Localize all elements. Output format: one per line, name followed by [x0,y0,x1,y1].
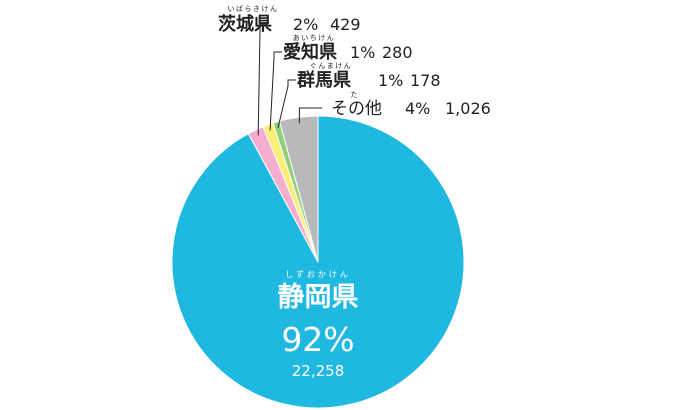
ibaraki-reading: いばらきけん [228,4,279,13]
gunma-value: 178 [410,71,441,90]
ibaraki-value: 429 [330,15,361,34]
aichi-reading: あいちけん [293,34,336,42]
aichi-value: 280 [382,43,413,62]
aichi-label: 愛知県 [283,41,337,63]
other-label: その他 [331,99,382,119]
leader-line-gunma [277,79,296,128]
aichi-percent: 1% [350,43,375,62]
other-percent: 4% [405,99,430,118]
gunma-reading: ぐんまけん [310,62,353,70]
leader-line-ibaraki [257,23,268,136]
leader-line-aichi [269,51,282,131]
shizuoka-label: 静岡県 [278,282,359,313]
other-value: 1,026 [445,99,491,118]
leader-line-other [298,107,322,124]
gunma-percent: 1% [378,71,403,90]
other-reading: た [351,91,358,99]
shizuoka-reading: しずおかけん [285,269,351,279]
leader-lines [257,23,322,136]
shizuoka-value: 22,258 [292,362,345,380]
shizuoka-percent: 92% [281,320,354,359]
gunma-label: 群馬県 [297,69,351,91]
pie-slices [171,115,465,409]
ibaraki-percent: 2% [293,15,318,34]
ibaraki-label: 茨城県 [218,13,272,35]
